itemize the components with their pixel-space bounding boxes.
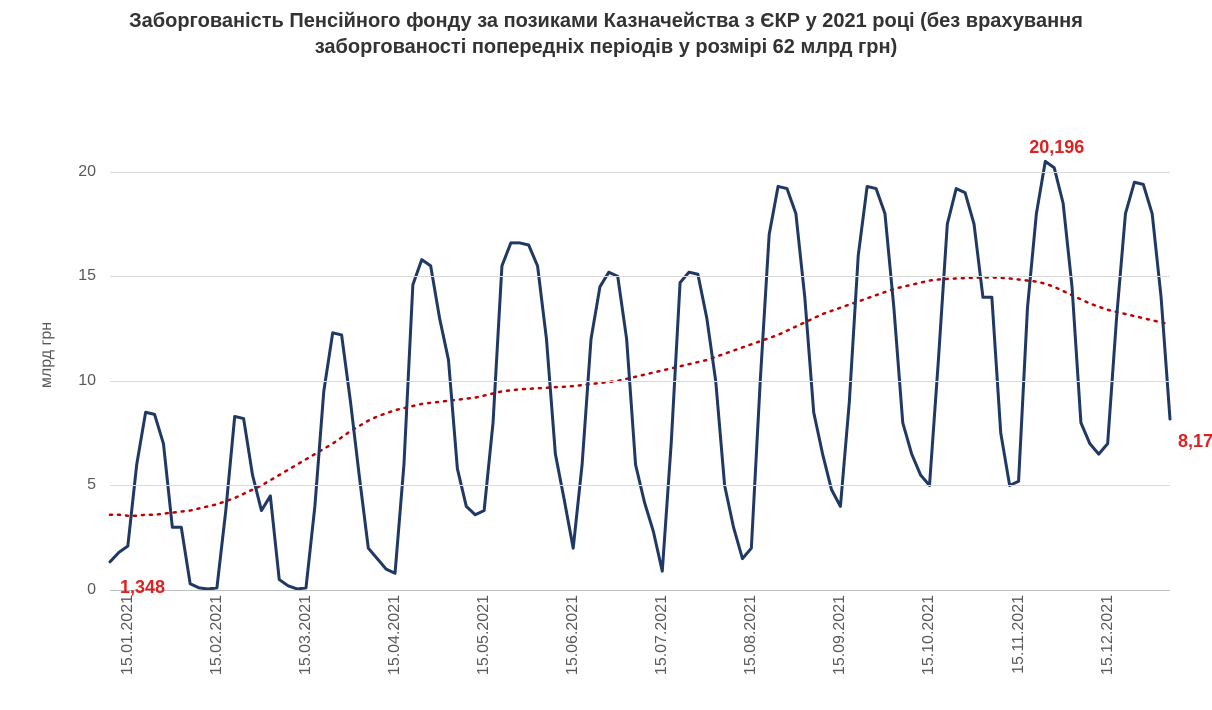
data-annotation: 20,196 [1029, 137, 1084, 158]
x-tick-label: 15.11.2021 [1010, 595, 1028, 674]
y-gridline [110, 381, 1170, 382]
y-gridline [110, 172, 1170, 173]
y-gridline [110, 276, 1170, 277]
y-tick-label: 15 [78, 267, 96, 285]
y-tick-label: 10 [78, 372, 96, 390]
data-annotation: 1,348 [120, 577, 165, 598]
main-line [110, 161, 1170, 589]
x-tick-label: 15.09.2021 [831, 595, 849, 675]
x-tick-label: 15.03.2021 [297, 595, 315, 675]
y-tick-label: 0 [87, 581, 96, 599]
plot-area: 05101520 [110, 130, 1170, 590]
x-tick-label: 15.08.2021 [742, 595, 760, 675]
chart-svg [110, 130, 1170, 590]
x-tick-label: 15.06.2021 [564, 595, 582, 675]
y-gridline [110, 485, 1170, 486]
x-tick-label: 15.02.2021 [208, 595, 226, 675]
x-tick-label: 15.10.2021 [920, 595, 938, 675]
data-annotation: 8,176 [1178, 431, 1212, 452]
x-tick-label: 15.04.2021 [386, 595, 404, 675]
y-tick-label: 20 [78, 163, 96, 181]
chart-container: Заборгованість Пенсійного фонду за позик… [0, 0, 1212, 710]
x-tick-label: 15.01.2021 [119, 595, 137, 675]
y-gridline [110, 590, 1170, 591]
x-tick-label: 15.05.2021 [475, 595, 493, 675]
x-tick-label: 15.07.2021 [653, 595, 671, 675]
y-axis-label: млрд грн [38, 322, 56, 388]
y-tick-label: 5 [87, 476, 96, 494]
chart-title: Заборгованість Пенсійного фонду за позик… [0, 8, 1212, 60]
x-tick-label: 15.12.2021 [1099, 595, 1117, 675]
x-axis-ticks: 15.01.2021 15.02.2021 15.03.2021 15.04.2021… [110, 595, 1170, 705]
